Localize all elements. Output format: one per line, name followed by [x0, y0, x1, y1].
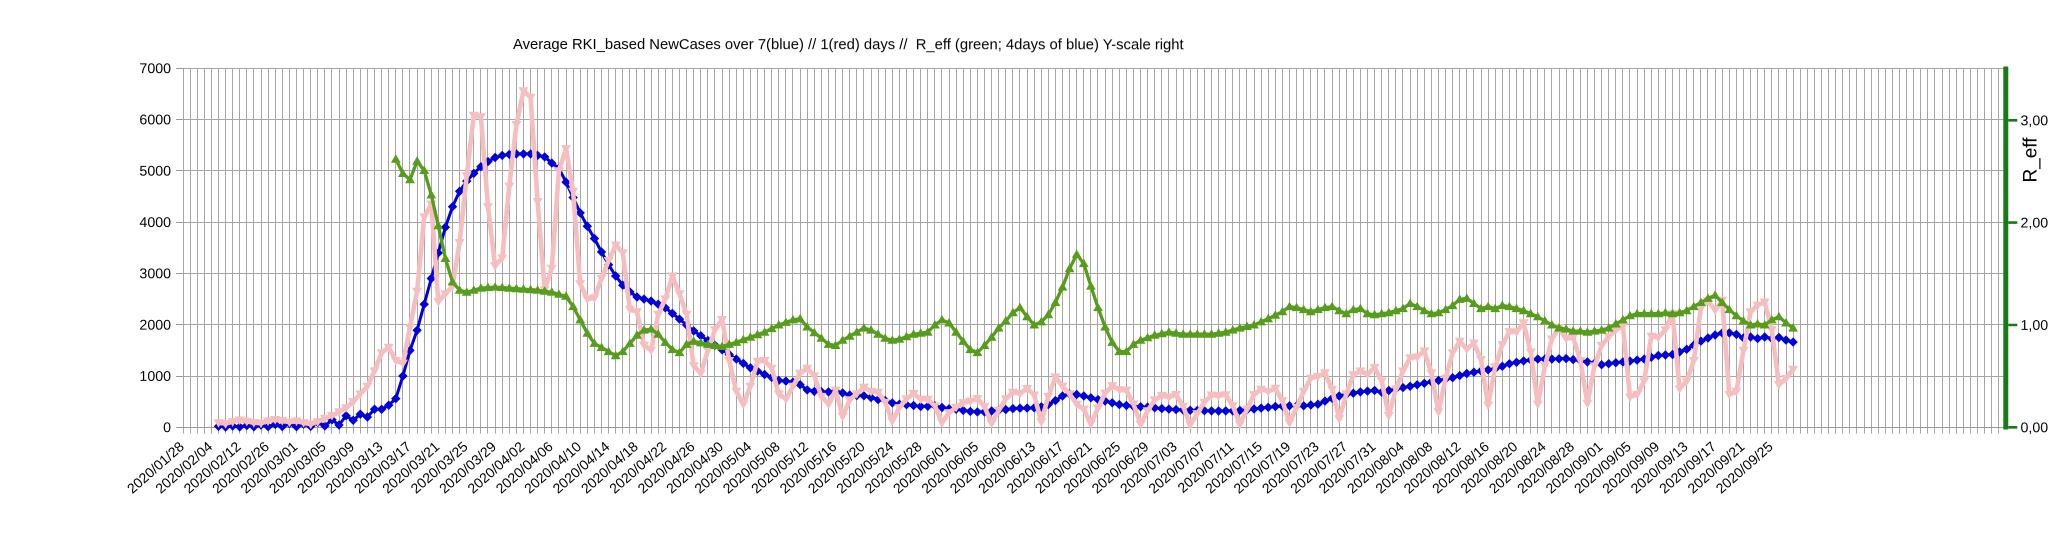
svg-text:6000: 6000 — [139, 112, 171, 128]
svg-text:0: 0 — [163, 420, 171, 436]
svg-text:5000: 5000 — [139, 164, 171, 180]
svg-text:R_eff: R_eff — [2021, 137, 2042, 183]
svg-text:2,00: 2,00 — [2020, 216, 2048, 232]
svg-text:3000: 3000 — [139, 266, 171, 282]
svg-text:1000: 1000 — [139, 369, 171, 385]
svg-text:4000: 4000 — [139, 215, 171, 231]
svg-text:0,00: 0,00 — [2020, 420, 2048, 436]
svg-text:7000: 7000 — [139, 61, 171, 77]
svg-text:3,00: 3,00 — [2020, 113, 2048, 129]
svg-text:1,00: 1,00 — [2020, 318, 2048, 334]
svg-text:2000: 2000 — [139, 318, 171, 334]
svg-text:Average RKI_based NewCases ove: Average RKI_based NewCases over 7(blue) … — [513, 37, 1184, 53]
